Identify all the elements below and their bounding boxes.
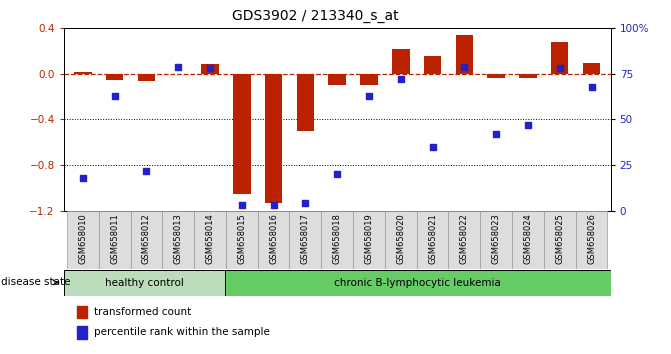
Point — [236, 202, 247, 208]
Bar — [162, 211, 194, 269]
Bar — [225, 270, 611, 296]
Text: GSM658025: GSM658025 — [555, 213, 564, 264]
Bar — [106, 74, 123, 80]
Point — [523, 122, 533, 128]
Bar — [297, 74, 314, 131]
Text: GSM658011: GSM658011 — [110, 213, 119, 264]
Text: GSM658012: GSM658012 — [142, 213, 151, 264]
Bar — [480, 211, 512, 269]
Point — [331, 171, 342, 177]
Text: GSM658013: GSM658013 — [174, 213, 183, 264]
Bar — [138, 74, 155, 81]
Bar — [289, 211, 321, 269]
Text: transformed count: transformed count — [95, 307, 192, 317]
Bar — [551, 42, 568, 74]
Bar — [131, 211, 162, 269]
Point — [141, 168, 152, 173]
Text: GSM658022: GSM658022 — [460, 213, 469, 264]
Text: GSM658024: GSM658024 — [523, 213, 533, 264]
Bar — [487, 74, 505, 79]
Bar — [67, 211, 99, 269]
Bar — [265, 74, 282, 202]
Point — [395, 76, 406, 82]
Point — [427, 144, 438, 150]
Point — [459, 64, 470, 69]
Text: GSM658019: GSM658019 — [364, 213, 374, 264]
Text: GSM658023: GSM658023 — [492, 213, 501, 264]
Text: GSM658020: GSM658020 — [397, 213, 405, 264]
Bar — [512, 211, 544, 269]
Point — [586, 84, 597, 90]
Bar — [353, 211, 385, 269]
Bar — [321, 211, 353, 269]
Bar — [576, 211, 607, 269]
Bar — [258, 211, 289, 269]
Bar — [448, 211, 480, 269]
Bar — [328, 74, 346, 85]
Text: GSM658014: GSM658014 — [205, 213, 215, 264]
Bar — [424, 56, 442, 74]
Bar — [385, 211, 417, 269]
Point — [364, 93, 374, 99]
Text: healthy control: healthy control — [105, 278, 184, 288]
Point — [300, 200, 311, 206]
Text: GSM658026: GSM658026 — [587, 213, 596, 264]
Bar — [392, 49, 409, 74]
Bar — [360, 74, 378, 85]
Point — [77, 175, 88, 181]
Text: GSM658010: GSM658010 — [79, 213, 87, 264]
Text: disease state: disease state — [1, 278, 71, 287]
Point — [554, 65, 565, 71]
Bar — [77, 306, 87, 318]
Text: GSM658018: GSM658018 — [333, 213, 342, 264]
Bar — [64, 270, 225, 296]
Bar — [544, 211, 576, 269]
Bar — [194, 211, 226, 269]
Bar — [201, 64, 219, 74]
Point — [109, 93, 120, 99]
Point — [205, 65, 215, 71]
Text: GSM658016: GSM658016 — [269, 213, 278, 264]
Bar — [77, 326, 87, 339]
Bar — [456, 35, 473, 74]
Text: GSM658017: GSM658017 — [301, 213, 310, 264]
Point — [268, 202, 279, 208]
Point — [491, 131, 501, 137]
Bar — [233, 74, 250, 194]
Text: GSM658015: GSM658015 — [238, 213, 246, 264]
Bar — [583, 63, 601, 74]
Text: GSM658021: GSM658021 — [428, 213, 437, 264]
Text: chronic B-lymphocytic leukemia: chronic B-lymphocytic leukemia — [334, 278, 501, 288]
Bar — [226, 211, 258, 269]
Text: percentile rank within the sample: percentile rank within the sample — [95, 327, 270, 337]
Bar — [417, 211, 448, 269]
Bar — [99, 211, 131, 269]
Point — [173, 64, 184, 69]
Text: GDS3902 / 213340_s_at: GDS3902 / 213340_s_at — [232, 9, 399, 23]
Bar — [74, 72, 91, 74]
Bar — [519, 74, 537, 79]
